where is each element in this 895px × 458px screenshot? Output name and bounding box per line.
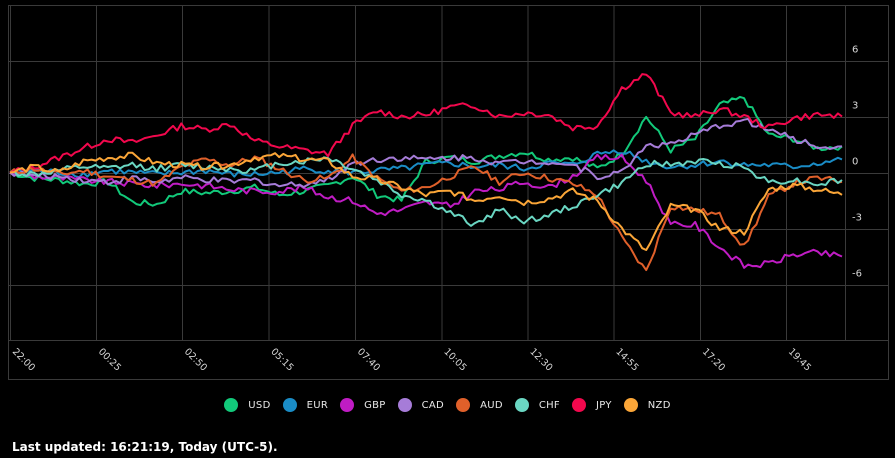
legend-item-aud[interactable]: AUD [456, 398, 503, 412]
usd-color-dot-icon [224, 398, 239, 412]
horizontal-gridlines [9, 61, 889, 286]
legend-label: AUD [480, 399, 503, 411]
series-line-nzd [9, 151, 843, 251]
legend-item-chf[interactable]: CHF [514, 398, 560, 412]
x-tick-label: 22:00 [10, 346, 37, 373]
legend-label: USD [248, 399, 271, 411]
x-tick-label: 12:30 [527, 346, 554, 373]
vertical-gridlines [10, 5, 787, 340]
x-tick-label: 00:25 [96, 346, 123, 373]
chart-grid [8, 5, 889, 380]
cad-color-dot-icon [397, 398, 412, 412]
jpy-color-dot-icon [571, 398, 586, 412]
currency-strength-chart: 6 3 0 -3 -6 22:00 00:25 02:50 05:15 07:40 10:05 12… [8, 5, 889, 380]
legend-label: NZD [647, 399, 671, 411]
chart-legend: USD EUR GBP CAD AUD CHF JPY NZD [0, 398, 895, 412]
nzd-color-dot-icon [623, 398, 638, 412]
x-tick-label: 07:40 [355, 346, 382, 373]
series-line-aud [9, 153, 843, 272]
outer-frame [8, 5, 889, 380]
aud-color-dot-icon [456, 398, 471, 412]
x-tick-label: 05:15 [268, 346, 295, 373]
chf-color-dot-icon [514, 398, 529, 412]
x-axis-ticks: 22:00 00:25 02:50 05:15 07:40 10:05 12:30 14:55… [10, 346, 813, 373]
legend-label: CHF [538, 399, 560, 411]
gbp-color-dot-icon [340, 398, 355, 412]
series-line-eur [9, 149, 843, 179]
series-lines [9, 73, 843, 272]
eur-color-dot-icon [282, 398, 297, 412]
x-tick-label: 19:45 [786, 346, 813, 373]
legend-label: JPY [595, 399, 612, 411]
x-tick-label: 02:50 [182, 346, 209, 373]
legend-label: EUR [306, 399, 329, 411]
legend-item-eur[interactable]: EUR [282, 398, 329, 412]
y-tick-label: -6 [852, 269, 862, 280]
last-updated-text: Last updated: 16:21:19, Today (UTC-5). [12, 440, 278, 454]
y-tick-label: 0 [852, 157, 858, 168]
legend-item-nzd[interactable]: NZD [623, 398, 671, 412]
legend-item-gbp[interactable]: GBP [340, 398, 386, 412]
legend-label: CAD [421, 399, 445, 411]
series-line-usd [9, 95, 843, 207]
legend-item-cad[interactable]: CAD [397, 398, 445, 412]
series-line-jpy [9, 73, 843, 174]
series-line-chf [9, 156, 843, 227]
y-tick-label: -3 [852, 213, 862, 224]
y-axis-ticks: 6 3 0 -3 -6 [852, 45, 862, 280]
legend-item-usd[interactable]: USD [224, 398, 270, 412]
x-tick-label: 17:20 [700, 346, 727, 373]
x-tick-label: 10:05 [441, 346, 468, 373]
x-tick-label: 14:55 [613, 346, 640, 373]
y-tick-label: 3 [852, 101, 858, 112]
legend-item-jpy[interactable]: JPY [571, 398, 612, 412]
y-tick-label: 6 [852, 45, 858, 56]
series-line-cad [9, 117, 843, 188]
legend-label: GBP [364, 399, 386, 411]
